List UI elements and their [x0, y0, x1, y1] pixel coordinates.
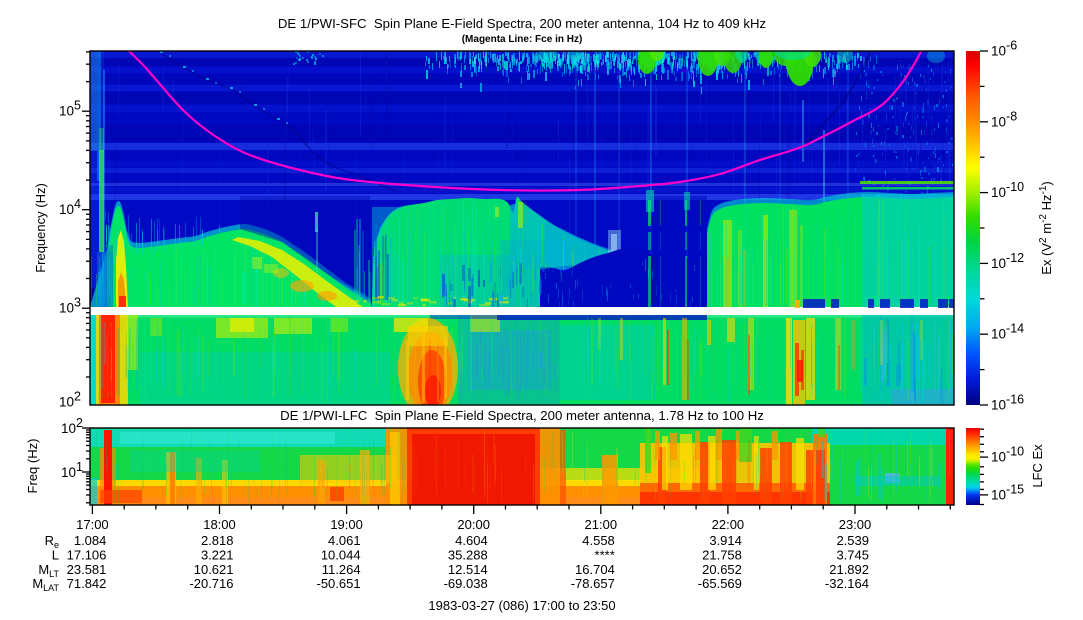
svg-text:102: 102	[59, 390, 81, 410]
svg-text:4.604: 4.604	[455, 533, 488, 548]
svg-text:20:00: 20:00	[457, 517, 490, 532]
svg-text:22:00: 22:00	[712, 517, 745, 532]
svg-text:2.539: 2.539	[836, 533, 869, 548]
svg-text:23:00: 23:00	[839, 517, 872, 532]
svg-text:23.581: 23.581	[67, 562, 107, 577]
svg-text:21.758: 21.758	[702, 548, 742, 563]
svg-text:21:00: 21:00	[585, 517, 618, 532]
svg-text:(Magenta Line: Fce in Hz): (Magenta Line: Fce in Hz)	[462, 34, 583, 45]
svg-text:18:00: 18:00	[203, 517, 236, 532]
svg-text:MLAT: MLAT	[32, 576, 59, 593]
svg-text:11.264: 11.264	[322, 562, 361, 577]
svg-text:21.892: 21.892	[829, 562, 869, 577]
svg-text:3.914: 3.914	[709, 533, 742, 548]
svg-text:Re: Re	[45, 533, 59, 550]
svg-text:-32.164: -32.164	[825, 576, 869, 591]
svg-text:****: ****	[595, 548, 615, 563]
svg-text:10-15: 10-15	[991, 483, 1024, 503]
svg-text:4.061: 4.061	[328, 533, 361, 548]
svg-text:LFC Ex: LFC Ex	[1030, 444, 1045, 488]
svg-text:-20.716: -20.716	[189, 576, 233, 591]
svg-text:DE 1/PWI-SFC Spin Plane E-Fie: DE 1/PWI-SFC Spin Plane E-Field Spectra,…	[278, 16, 766, 31]
svg-text:4.558: 4.558	[582, 533, 615, 548]
svg-text:10-16: 10-16	[991, 393, 1024, 413]
svg-text:-78.657: -78.657	[571, 576, 615, 591]
svg-text:17:00: 17:00	[76, 517, 109, 532]
svg-text:2.818: 2.818	[201, 533, 234, 548]
svg-text:105: 105	[59, 99, 81, 119]
svg-text:102: 102	[61, 416, 83, 436]
svg-text:MLT: MLT	[38, 562, 59, 579]
svg-text:Ex (V2 m-2 Hz-1): Ex (V2 m-2 Hz-1)	[1038, 181, 1054, 274]
svg-text:104: 104	[59, 197, 81, 217]
svg-text:16.704: 16.704	[575, 562, 615, 577]
svg-text:3.221: 3.221	[201, 548, 234, 563]
svg-text:101: 101	[61, 460, 83, 480]
svg-text:10.044: 10.044	[321, 548, 361, 563]
svg-text:10-10: 10-10	[991, 180, 1024, 200]
svg-text:10-8: 10-8	[991, 109, 1017, 129]
svg-text:1983-03-27 (086) 17:00 to 23:5: 1983-03-27 (086) 17:00 to 23:50	[428, 598, 615, 613]
svg-text:3.745: 3.745	[836, 548, 869, 563]
svg-text:12.514: 12.514	[448, 562, 488, 577]
svg-text:1.084: 1.084	[74, 533, 107, 548]
svg-text:10-6: 10-6	[991, 39, 1017, 59]
svg-text:Frequency (Hz): Frequency (Hz)	[33, 183, 48, 273]
svg-text:71.842: 71.842	[67, 576, 107, 591]
svg-text:10-12: 10-12	[991, 251, 1024, 271]
svg-text:103: 103	[59, 296, 81, 316]
svg-text:17.106: 17.106	[67, 548, 107, 563]
svg-text:-69.038: -69.038	[444, 576, 488, 591]
svg-text:19:00: 19:00	[330, 517, 363, 532]
svg-text:DE 1/PWI-LFC Spin Plane E-Fie: DE 1/PWI-LFC Spin Plane E-Field Spectra,…	[280, 408, 764, 423]
svg-text:-65.569: -65.569	[698, 576, 742, 591]
svg-text:35.288: 35.288	[448, 548, 488, 563]
svg-text:10.621: 10.621	[194, 562, 234, 577]
svg-text:10-14: 10-14	[991, 322, 1024, 342]
svg-text:Freq (Hz): Freq (Hz)	[25, 439, 40, 494]
svg-text:L: L	[52, 548, 59, 563]
svg-text:10-10: 10-10	[991, 445, 1024, 465]
svg-text:20.652: 20.652	[702, 562, 742, 577]
svg-text:-50.651: -50.651	[317, 576, 361, 591]
